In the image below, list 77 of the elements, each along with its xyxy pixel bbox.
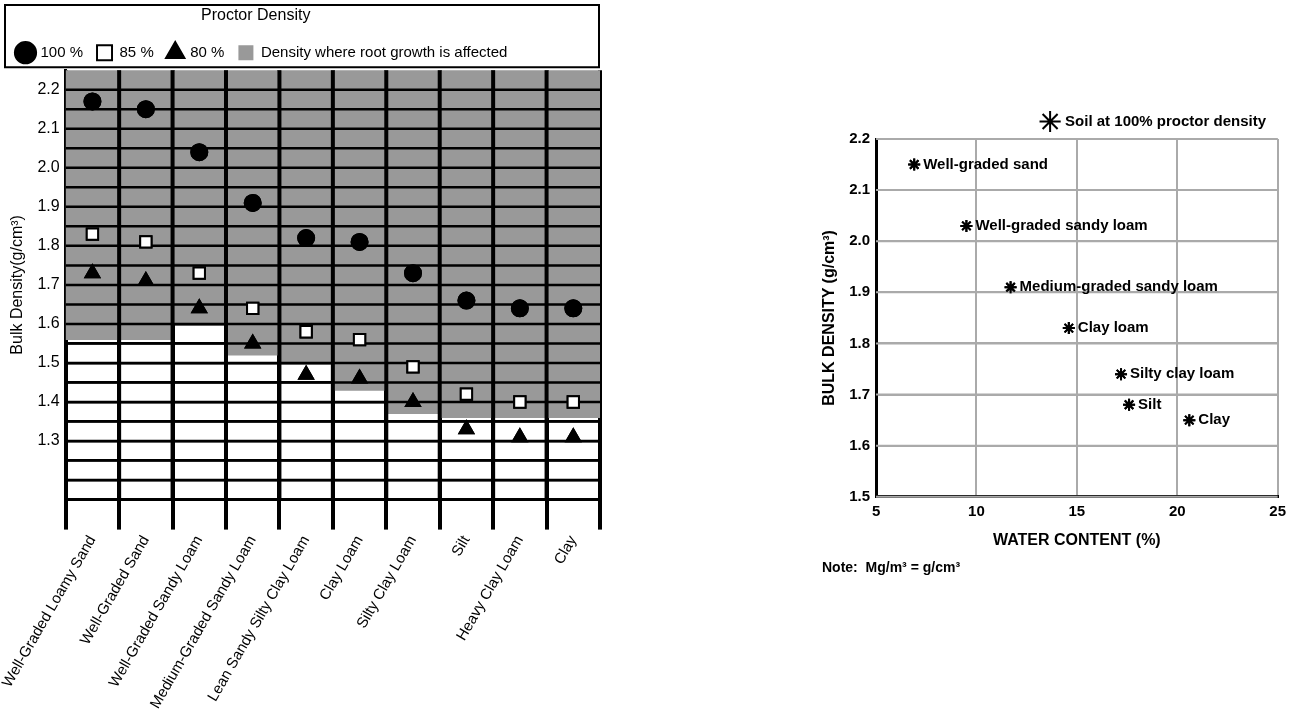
point <box>243 193 262 212</box>
x-tick-label: 5 <box>871 501 881 519</box>
point <box>299 325 313 339</box>
text: Note: Mg/m³ = g/cm³ <box>822 559 961 575</box>
point <box>1003 280 1018 295</box>
point <box>1182 413 1197 428</box>
y-axis-title: BULK DENSITY (g/cm³) <box>820 230 838 406</box>
point <box>192 266 206 280</box>
y-tick-label: 1.9 <box>37 197 60 215</box>
annotation: Clay loam <box>1077 318 1149 336</box>
y-tick-label: 2.0 <box>37 158 60 176</box>
x-tick-label: 10 <box>968 501 985 519</box>
annotation: Well-graded sandy loam <box>975 216 1148 234</box>
x-tick-label: Silt <box>447 531 474 559</box>
annotation: Silt <box>1138 394 1162 412</box>
x-axis-title: WATER CONTENT (%) <box>993 530 1161 548</box>
point <box>1114 367 1129 382</box>
point <box>190 143 209 162</box>
point <box>457 291 476 310</box>
y-tick-label: 1.6 <box>849 435 871 453</box>
legend-label: 85 % <box>119 42 154 60</box>
point <box>405 393 421 408</box>
point <box>139 235 153 249</box>
point <box>298 365 315 380</box>
annotation: Well-graded sand <box>923 154 1048 172</box>
y-axis-title: Bulk Density(g/cm³) <box>8 215 26 355</box>
annotation: Silty clay loam <box>1130 364 1235 382</box>
legend-title: Proctor Density <box>201 6 311 24</box>
legend-label: Soil at 100% proctor density <box>1065 111 1267 129</box>
point <box>136 100 155 119</box>
point <box>351 369 368 384</box>
y-tick-label: 2.2 <box>849 129 871 147</box>
point <box>83 92 102 111</box>
y-tick-label: 1.5 <box>849 486 871 504</box>
annotation: Medium-graded sandy loam <box>1019 277 1218 295</box>
y-tick-label: 2.1 <box>37 119 60 137</box>
legend-label: Density where root growth is affected <box>260 42 508 60</box>
point <box>510 299 529 318</box>
legend-label: 80 % <box>190 42 225 60</box>
y-tick-label: 1.7 <box>37 275 60 293</box>
point <box>404 264 422 283</box>
y-tick-label: 1.6 <box>37 314 60 332</box>
annotation: Clay <box>1198 410 1231 428</box>
y-tick-label: 1.8 <box>37 236 60 254</box>
point <box>1061 321 1076 336</box>
y-tick-label: 1.8 <box>849 333 871 351</box>
y-tick-label: 2.2 <box>37 80 60 98</box>
point <box>564 299 583 318</box>
x-tick-label: 20 <box>1168 501 1186 519</box>
point <box>513 395 527 409</box>
y-tick-label: 1.7 <box>849 384 871 402</box>
y-tick-label: 1.9 <box>849 282 871 300</box>
x-tick-label: 15 <box>1068 501 1086 519</box>
point <box>244 334 261 349</box>
point <box>137 272 154 286</box>
point <box>907 157 922 172</box>
point <box>459 387 474 401</box>
point <box>1122 397 1137 412</box>
point <box>566 395 580 409</box>
y-tick-label: 1.3 <box>37 431 60 449</box>
point <box>565 428 582 443</box>
point <box>511 428 528 443</box>
point <box>85 227 100 241</box>
point <box>84 264 101 279</box>
y-tick-label: 1.5 <box>37 353 60 371</box>
point <box>959 218 974 233</box>
y-tick-label: 2.1 <box>849 180 871 198</box>
point <box>246 301 260 315</box>
x-tick-label: 25 <box>1269 501 1286 519</box>
point <box>352 332 367 347</box>
point <box>350 232 369 251</box>
point <box>458 420 475 435</box>
legend-label: 100 % <box>40 42 84 60</box>
point <box>406 360 420 374</box>
y-tick-label: 2.0 <box>849 231 871 249</box>
point <box>191 299 208 314</box>
y-tick-label: 1.4 <box>37 392 60 410</box>
